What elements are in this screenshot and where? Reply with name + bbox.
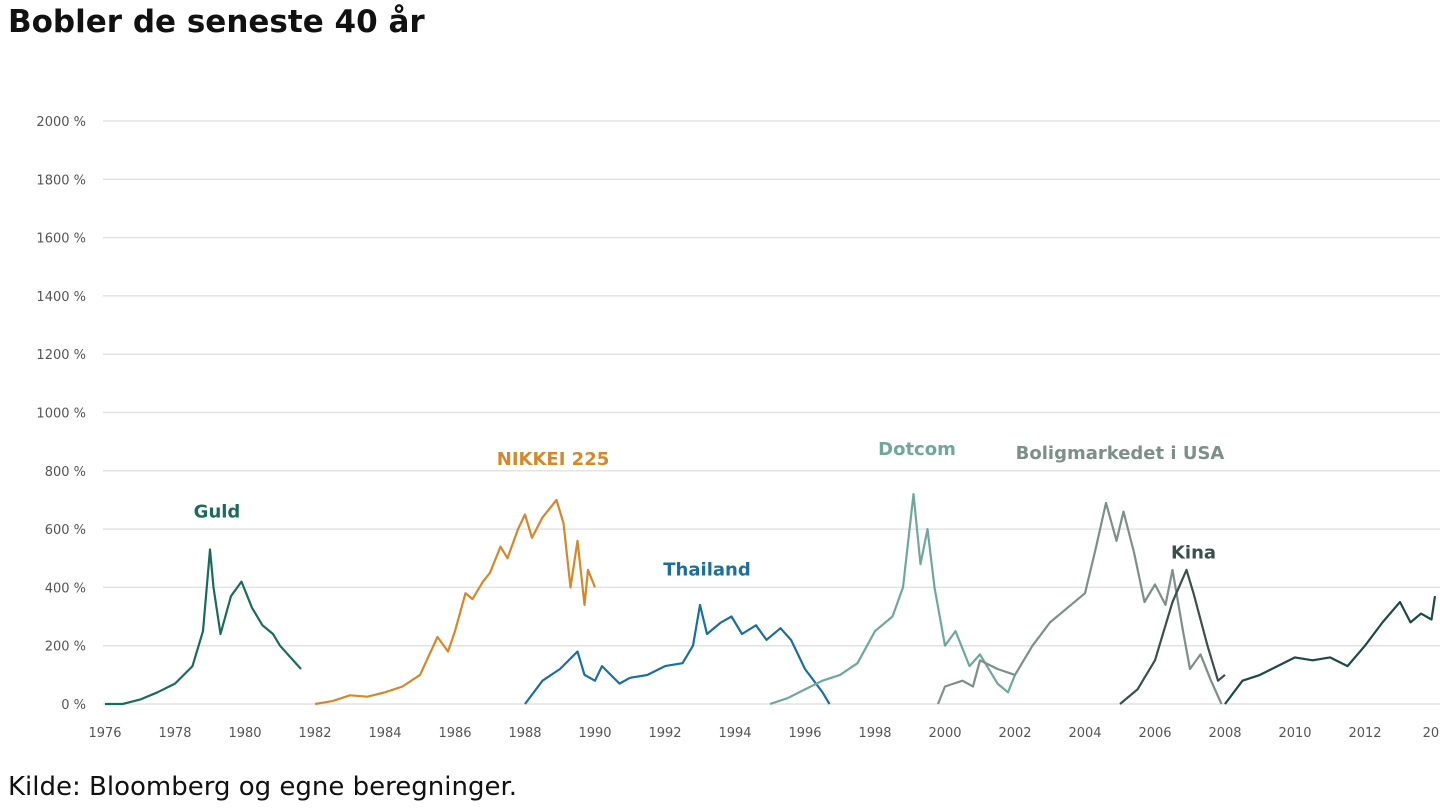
x-tick-label: 1996 [788,726,821,741]
x-tick-label: 2004 [1068,726,1101,741]
x-tick-label: 1984 [368,726,401,741]
series-line-thailand [524,603,831,705]
series-line-kina [1119,568,1226,705]
x-tick-label: 1982 [298,726,331,741]
series-line-nikkei-225 [314,498,597,706]
y-tick-label: 600 % [45,523,86,538]
series-line-unnamed [1224,595,1437,705]
series-label: Thailand [663,560,750,581]
y-tick-label: 2000 % [36,115,86,130]
series-label: Boligmarkedet i USA [1016,443,1225,464]
x-tick-label: 2010 [1278,726,1311,741]
x-tick-label: 2012 [1348,726,1381,741]
x-tick-label: 201 [1423,726,1440,741]
y-tick-label: 800 % [45,465,86,480]
y-tick-label: 400 % [45,581,86,596]
y-tick-label: 1600 % [36,232,86,247]
x-tick-label: 1998 [858,726,891,741]
series-label: Kina [1171,542,1216,563]
x-tick-label: 2002 [998,726,1031,741]
series-label: NIKKEI 225 [497,449,610,470]
y-tick-label: 1200 % [36,348,86,363]
x-tick-label: 1994 [718,726,751,741]
series-label: Dotcom [878,439,956,460]
series-line-guld [105,548,302,706]
x-tick-label: 1986 [438,726,471,741]
chart-title: Bobler de seneste 40 år [8,4,425,40]
series-label: Guld [194,501,241,522]
x-tick-label: 1992 [648,726,681,741]
y-tick-label: 1400 % [36,290,86,305]
y-tick-label: 200 % [45,640,86,655]
y-tick-label: 1000 % [36,407,86,422]
x-tick-label: 2006 [1138,726,1171,741]
x-tick-label: 2008 [1208,726,1241,741]
x-tick-label: 2000 [928,726,961,741]
x-tick-label: 1976 [88,726,121,741]
x-tick-label: 1988 [508,726,541,741]
x-tick-label: 1978 [158,726,191,741]
source-note: Kilde: Bloomberg og egne beregninger. [8,772,518,802]
x-tick-label: 1990 [578,726,611,741]
y-tick-label: 1800 % [36,173,86,188]
series-line-boligmarkedet-i-usa [936,501,1223,705]
x-tick-label: 1980 [228,726,261,741]
series-line-dotcom [769,493,1017,706]
y-tick-label: 0 % [61,698,86,713]
